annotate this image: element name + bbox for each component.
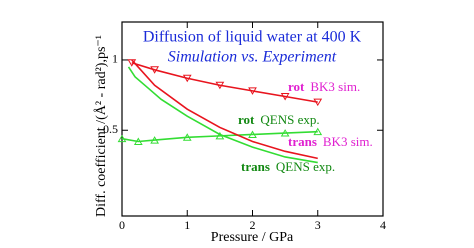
data-point	[117, 134, 127, 143]
series-name: trans	[241, 159, 270, 174]
series-line	[121, 130, 318, 143]
x-tick-label: 2	[250, 218, 256, 232]
x-tick-label: 3	[315, 218, 321, 232]
data-point	[280, 93, 290, 101]
data-point	[248, 130, 257, 138]
data-point	[150, 136, 159, 144]
data-point	[182, 133, 192, 141]
data-point	[280, 129, 290, 137]
series-label: rot QENS exp.	[238, 112, 320, 127]
chart-subtitle: Simulation vs. Experiment	[168, 49, 337, 66]
series-line	[131, 59, 318, 160]
y-tick-label: 0.5	[103, 122, 118, 136]
series-line	[131, 62, 318, 103]
chart-title: Diffusion of liquid water at 400 K	[143, 29, 362, 46]
y-axis-label: Diff. coefficient /(Å² - rad²),ps⁻¹	[93, 35, 109, 217]
data-point	[150, 66, 159, 74]
series-source: BK3 sim.	[310, 79, 360, 94]
series-name: rot	[288, 79, 305, 94]
series-source: QENS exp.	[276, 159, 335, 174]
series-name: trans	[288, 134, 317, 149]
data-point	[313, 127, 323, 136]
series-label: rot BK3 sim.	[288, 79, 360, 94]
data-point	[133, 137, 143, 145]
x-tick-label: 1	[184, 218, 190, 232]
series-name: rot	[238, 112, 255, 127]
data-point	[313, 98, 323, 107]
y-tick-label: 1	[112, 52, 118, 66]
series-line	[127, 66, 318, 164]
data-point	[215, 81, 225, 90]
series-source: BK3 sim.	[323, 134, 373, 149]
series-source: QENS exp.	[260, 112, 319, 127]
x-tick-label: 4	[380, 218, 386, 232]
series-label: trans BK3 sim.	[288, 134, 373, 149]
data-point	[182, 74, 192, 83]
x-axis-label: Pressure / GPa	[211, 230, 294, 245]
series-label: trans QENS exp.	[241, 159, 335, 174]
x-tick-label: 0	[119, 218, 125, 232]
data-point	[248, 87, 257, 95]
